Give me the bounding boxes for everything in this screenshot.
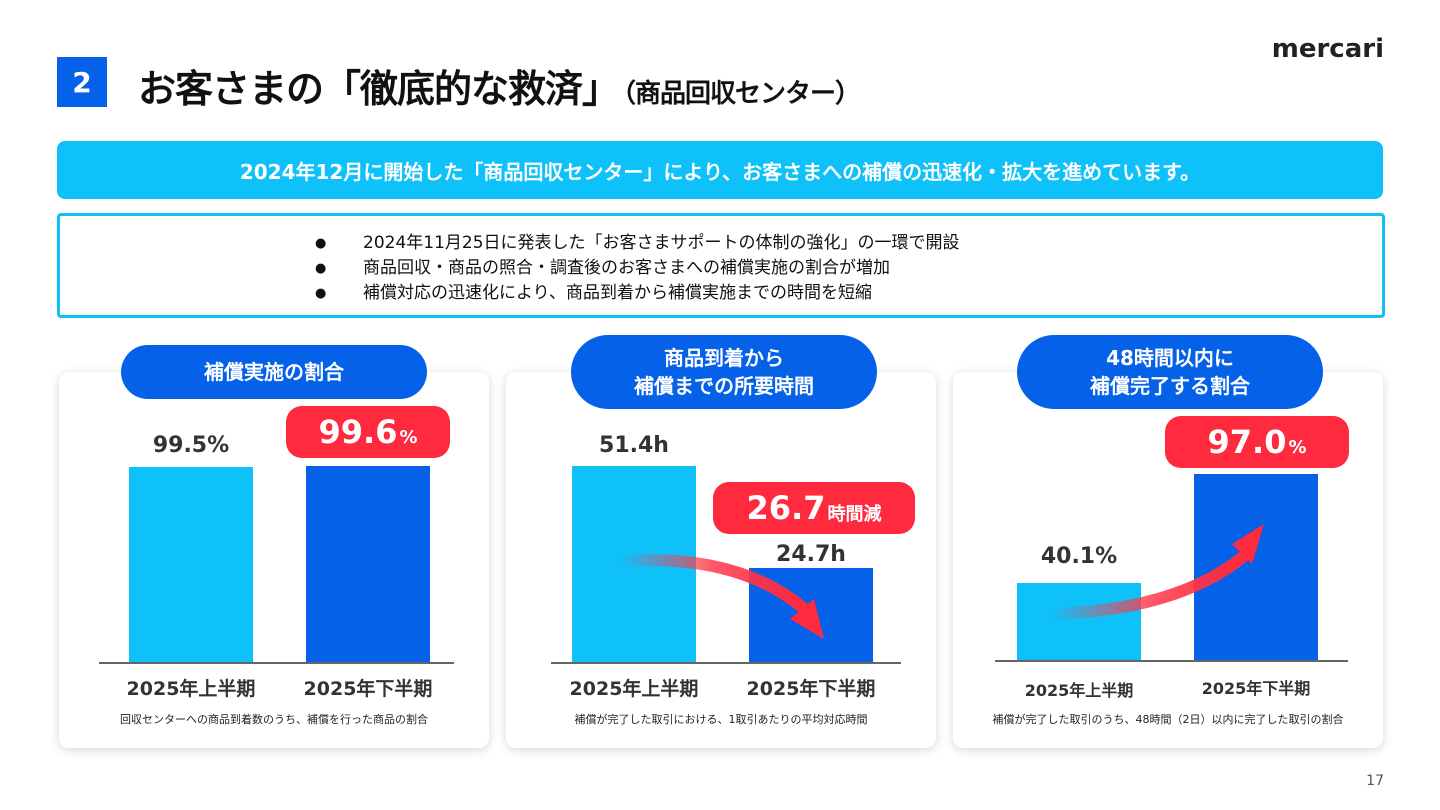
chart-title-pill: 補償実施の割合 (121, 345, 427, 399)
key-point: ● 補償対応の迅速化により、商品到着から補償実施までの時間を短縮 (315, 281, 960, 306)
x-label-h1: 2025年上半期 (569, 678, 699, 700)
page-title-main: お客さまの「徹底的な救済」 (138, 67, 620, 111)
highlight-badge: 99.6% (286, 406, 450, 458)
key-points-list: ● 2024年11月25日に発表した「お客さまサポートの体制の強化」の一環で開設 … (315, 231, 960, 306)
reduction-badge: 26.7 時間減 (713, 482, 915, 534)
chart-title-pill: 商品到着から 補償までの所要時間 (571, 335, 877, 409)
bar-h2 (1194, 474, 1318, 660)
x-label-h2: 2025年下半期 (746, 678, 876, 700)
page-title: お客さまの「徹底的な救済」 （商品回収センター） (138, 58, 861, 113)
baseline (551, 662, 901, 664)
footnote: 補償が完了した取引のうち、48時間（2日）以内に完了した取引の割合 (992, 713, 1344, 726)
highlight-value: 99.6 (318, 413, 398, 451)
summary-banner: 2024年12月に開始した「商品回収センター」により、お客さまへの補償の迅速化・… (57, 141, 1383, 199)
bullet-icon: ● (315, 261, 327, 276)
chart-card-compensation-rate: 99.5% 99.6% 2025年上半期 2025年下半期 回収センターへの商品… (59, 372, 489, 748)
highlight-badge: 97.0% (1165, 416, 1349, 468)
baseline (99, 662, 454, 664)
chart-card-time-to-compensation: 51.4h 24.7h 26.7 時間減 2025年上半期 2025年下半期 補償… (506, 372, 936, 748)
bullet-icon: ● (315, 236, 327, 251)
baseline (995, 660, 1348, 662)
footnote: 回収センターへの商品到着数のうち、補償を行った商品の割合 (120, 713, 428, 726)
chart-card-48h-rate: 40.1% 97.0% 2025年上半期 2025年下半期 補償が完了した取引の… (953, 372, 1383, 748)
x-label-h1: 2025年上半期 (126, 678, 256, 700)
key-point: ● 商品回収・商品の照合・調査後のお客さまへの補償実施の割合が増加 (315, 256, 960, 281)
bar-h1 (1017, 583, 1141, 660)
value-label-h1: 51.4h (599, 433, 669, 458)
x-label-h2: 2025年下半期 (303, 678, 433, 700)
up-arrow-icon (1046, 524, 1264, 620)
bar-h2 (306, 466, 430, 662)
x-label-h1: 2025年上半期 (1024, 681, 1134, 700)
chart-title-pill: 48時間以内に 補償完了する割合 (1017, 335, 1323, 409)
bullet-icon: ● (315, 286, 327, 301)
key-point: ● 2024年11月25日に発表した「お客さまサポートの体制の強化」の一環で開設 (315, 231, 960, 256)
highlight-value: 97.0 (1207, 423, 1287, 461)
footnote: 補償が完了した取引における、1取引あたりの平均対応時間 (574, 713, 868, 726)
key-points-box: ● 2024年11月25日に発表した「お客さまサポートの体制の強化」の一環で開設 … (57, 213, 1385, 318)
page-number: 17 (1366, 773, 1384, 789)
page-title-sub: （商品回収センター） (623, 79, 861, 109)
section-number: 2 (57, 57, 107, 107)
reduction-value: 26.7 (746, 489, 826, 527)
highlight-unit: % (1288, 436, 1307, 458)
down-arrow-icon (614, 553, 824, 639)
value-label-h1: 99.5% (152, 433, 230, 458)
highlight-unit: % (399, 426, 418, 448)
reduction-unit: 時間減 (827, 504, 882, 525)
value-label-h2: 24.7h (776, 542, 846, 567)
bar-h1 (129, 466, 253, 662)
value-label-h1: 40.1% (1040, 544, 1118, 569)
x-label-h2: 2025年下半期 (1201, 679, 1311, 698)
mercari-logo: mercari (1271, 34, 1384, 64)
